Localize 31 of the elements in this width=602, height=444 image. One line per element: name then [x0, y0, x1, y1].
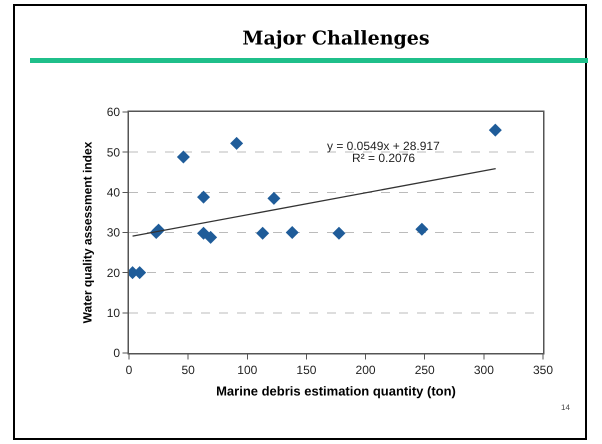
chart-title: Major Challenges	[242, 27, 430, 50]
y-tick-label: 40	[106, 186, 120, 200]
annotation: R² = 0.2076	[352, 151, 416, 165]
x-tick-label: 50	[181, 362, 196, 377]
point	[256, 226, 270, 240]
point	[332, 226, 346, 240]
y-axis-title: Water quality assessment index	[80, 141, 94, 324]
x-tick-label: 250	[414, 362, 436, 377]
point	[204, 230, 218, 244]
point	[176, 150, 190, 164]
x-tick-label: 100	[237, 362, 258, 377]
point	[415, 222, 428, 236]
y-tick-label: 10	[106, 306, 120, 320]
point	[286, 226, 299, 239]
point	[488, 124, 502, 137]
y-tick-label: 0	[113, 346, 120, 360]
y-tick-label: 50	[106, 145, 120, 160]
x-tick-label: 200	[356, 362, 376, 377]
x-tick-label: 0	[126, 362, 133, 377]
y-tick-label: 60	[106, 105, 120, 120]
x-tick-label: 300	[474, 362, 494, 377]
point	[197, 190, 210, 204]
annotation: y = 0.0549x + 28.917	[327, 139, 440, 153]
y-tick-label: 20	[106, 266, 120, 280]
y-tick-label: 30	[106, 226, 120, 240]
text: 14	[561, 403, 570, 412]
point	[230, 136, 244, 150]
x-tick-label: 350	[532, 362, 554, 377]
x-axis-title: Marine debris estimation quantity (ton)	[216, 383, 456, 398]
point	[267, 192, 280, 205]
x-tick-label: 150	[296, 362, 317, 377]
